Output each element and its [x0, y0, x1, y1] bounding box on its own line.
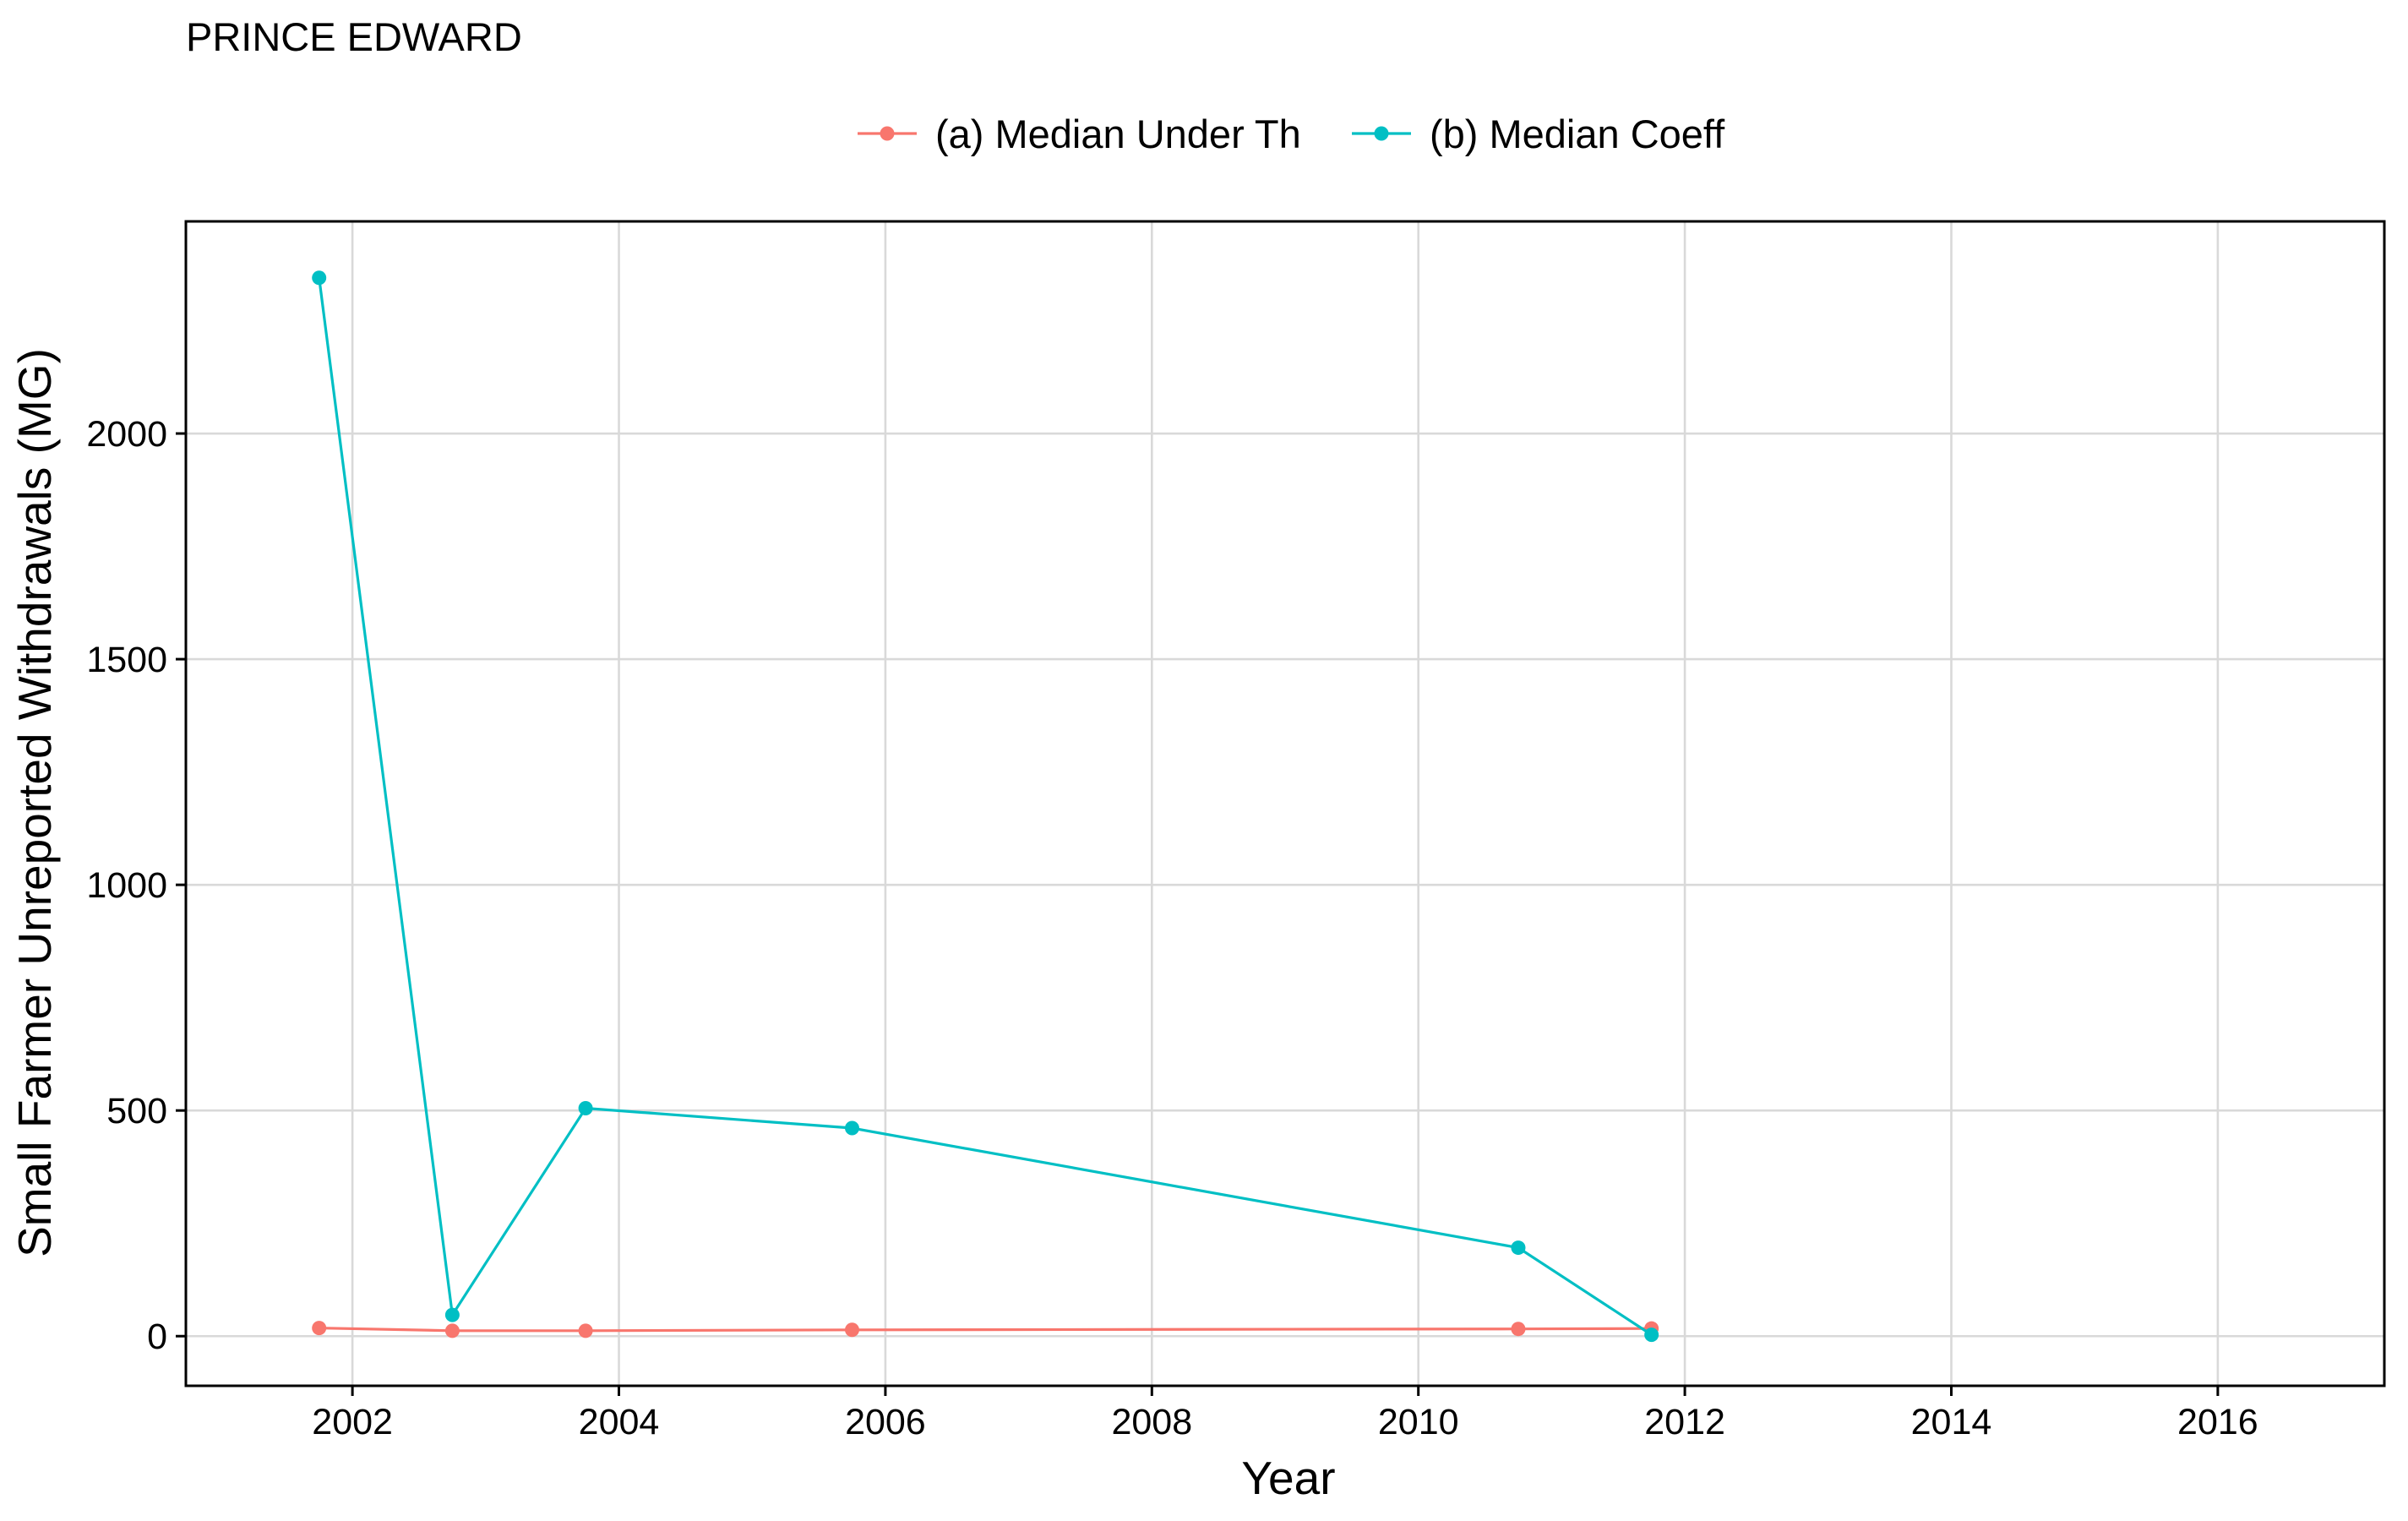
series-2: [312, 270, 1659, 1343]
data-point-s2-2: [444, 1307, 460, 1322]
legend-label-1: (a) Median Under Th: [935, 112, 1301, 156]
y-tick-label-2000: 2000: [86, 414, 167, 455]
data-point-s2-1: [312, 270, 327, 286]
plot-panel: [186, 221, 2384, 1386]
data-point-s1-1: [312, 1321, 327, 1336]
x-tick-label-2004: 2004: [579, 1402, 660, 1442]
data-point-s1-4: [844, 1322, 859, 1338]
legend-item-1: (a) Median Under Th: [858, 112, 1301, 156]
y-tick-label-500: 500: [106, 1091, 167, 1131]
x-tick-label-2006: 2006: [845, 1402, 926, 1442]
data-point-s1-2: [444, 1323, 460, 1338]
legend: (a) Median Under Th (b) Median Coeff: [858, 112, 1725, 156]
legend-label-2: (b) Median Coeff: [1430, 112, 1725, 156]
plot-background: [186, 221, 2384, 1386]
legend-item-2: (b) Median Coeff: [1352, 112, 1725, 156]
x-tick-label-2010: 2010: [1378, 1402, 1459, 1442]
data-point-s2-3: [578, 1101, 593, 1116]
x-tick-label-2012: 2012: [1644, 1402, 1725, 1442]
y-axis-title: Small Farmer Unreported Withdrawals (MG): [8, 348, 61, 1257]
grid-lines: [186, 221, 2384, 1386]
y-tick-label-1500: 1500: [86, 640, 167, 680]
y-tick-label-1000: 1000: [86, 865, 167, 906]
plot-border: [184, 220, 2386, 1387]
data-point-s1-3: [578, 1323, 593, 1338]
legend-key-point-1: [880, 126, 895, 141]
x-axis-title: Year: [1241, 1452, 1335, 1504]
chart-title: PRINCE EDWARD: [186, 14, 522, 59]
series-line-1: [319, 1327, 1652, 1333]
series-line-2: [318, 277, 1653, 1336]
x-tick-label-2008: 2008: [1111, 1402, 1192, 1442]
legend-key-point-2: [1374, 126, 1389, 141]
x-tick-label-2014: 2014: [1911, 1402, 1992, 1442]
data-point-s1-5: [1511, 1322, 1526, 1337]
x-tick-label-2002: 2002: [312, 1402, 393, 1442]
y-tick-label-0: 0: [147, 1317, 167, 1357]
data-point-s2-6: [1644, 1327, 1659, 1343]
data-point-s2-4: [844, 1120, 859, 1136]
x-tick-label-2016: 2016: [2177, 1402, 2258, 1442]
data-point-s2-5: [1511, 1240, 1526, 1256]
series-layer: [312, 270, 1659, 1343]
axes: 2002 2004 2006 2008 2010 2012 2014 2016 0 500 1000…: [86, 220, 2386, 1442]
